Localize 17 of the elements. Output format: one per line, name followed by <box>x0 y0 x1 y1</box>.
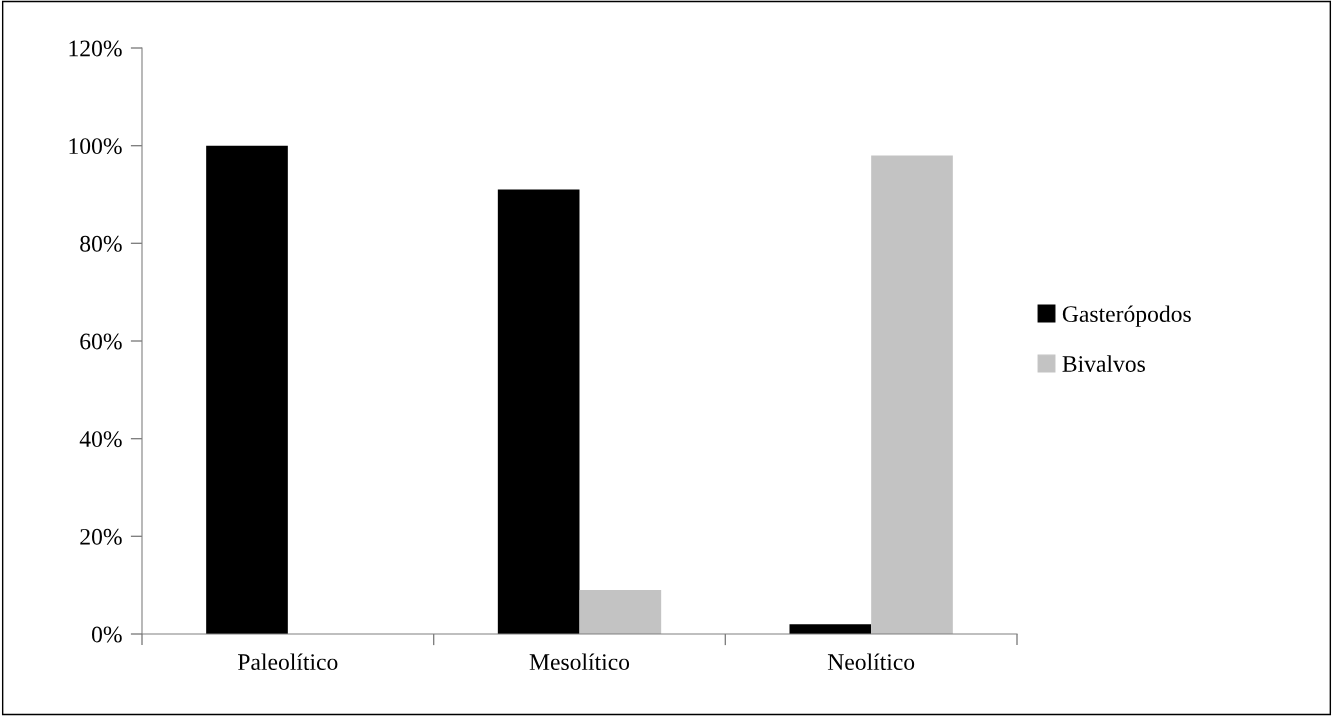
y-tick-label: 60% <box>80 333 122 350</box>
x-tick-label: Neolítico <box>827 653 915 671</box>
bar <box>579 590 662 634</box>
bar <box>789 624 872 634</box>
legend-label: Gasterópodos <box>1062 305 1191 327</box>
bar <box>497 189 580 634</box>
x-tick-label: Mesolítico <box>529 653 630 671</box>
bar <box>871 155 953 634</box>
y-tick-label: 80% <box>80 235 122 252</box>
bar <box>206 145 288 634</box>
y-tick-label: 20% <box>80 528 122 545</box>
y-tick-label: 120% <box>69 40 122 57</box>
legend-label: Bivalvos <box>1062 355 1145 372</box>
y-tick-label: 0% <box>91 626 122 643</box>
y-tick-label: 100% <box>69 138 122 155</box>
x-tick-label: Paleolítico <box>238 653 338 671</box>
y-tick-label: 40% <box>79 431 122 448</box>
